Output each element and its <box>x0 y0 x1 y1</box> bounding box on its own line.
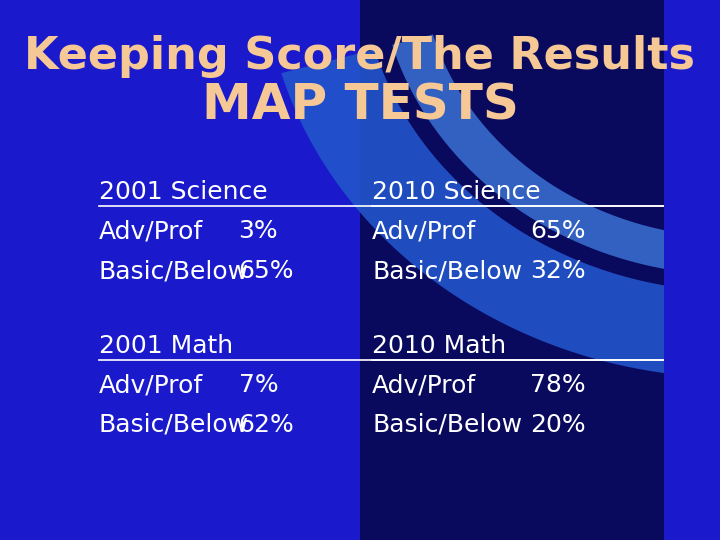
Text: 3%: 3% <box>238 219 278 243</box>
Text: 65%: 65% <box>238 259 294 283</box>
Text: Basic/Below: Basic/Below <box>372 413 522 437</box>
Text: Basic/Below: Basic/Below <box>99 413 249 437</box>
Text: 2010 Science: 2010 Science <box>372 180 541 204</box>
Text: MAP TESTS: MAP TESTS <box>202 82 518 129</box>
Text: Basic/Below: Basic/Below <box>372 259 522 283</box>
Text: 2001 Science: 2001 Science <box>99 180 268 204</box>
Polygon shape <box>282 49 691 375</box>
Text: 2001 Math: 2001 Math <box>99 334 233 357</box>
Text: Adv/Prof: Adv/Prof <box>99 219 203 243</box>
Text: 65%: 65% <box>530 219 585 243</box>
Polygon shape <box>360 0 664 540</box>
Text: Adv/Prof: Adv/Prof <box>372 373 477 397</box>
Text: 7%: 7% <box>238 373 278 397</box>
Text: 32%: 32% <box>530 259 585 283</box>
Text: 78%: 78% <box>530 373 585 397</box>
Text: Basic/Below: Basic/Below <box>99 259 249 283</box>
Text: Adv/Prof: Adv/Prof <box>99 373 203 397</box>
Text: Adv/Prof: Adv/Prof <box>372 219 477 243</box>
Text: 20%: 20% <box>530 413 585 437</box>
Text: Keeping Score/The Results: Keeping Score/The Results <box>24 35 696 78</box>
Text: 2010 Math: 2010 Math <box>372 334 506 357</box>
Polygon shape <box>392 35 698 273</box>
Text: 62%: 62% <box>238 413 294 437</box>
